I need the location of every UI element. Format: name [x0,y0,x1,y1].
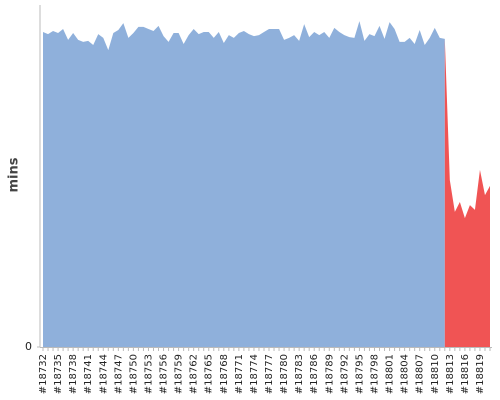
x-tick-label: #18756 [159,354,170,394]
x-tick-label: #18804 [400,354,411,394]
x-tick-label: #18789 [324,354,335,394]
x-tick-label: #18759 [174,354,185,394]
x-tick-label: #18819 [475,354,486,394]
y-axis-label: mins [7,157,22,192]
x-tick-label: #18792 [339,354,350,394]
x-tick-label: #18747 [113,354,124,394]
x-tick-label: #18750 [128,354,139,394]
x-tick-label: #18810 [430,354,441,394]
area [43,21,445,347]
y-tick-label: 0 [25,340,32,353]
x-tick-label: #18765 [204,354,215,394]
x-tick-label: #18735 [53,354,64,394]
x-tick-label: #18801 [385,354,396,394]
area [444,38,490,347]
x-tick-label: #18795 [354,354,365,394]
x-tick-label: #18732 [38,354,49,394]
x-tick-label: #18813 [445,354,456,394]
x-tick-label: #18816 [460,354,471,394]
x-tick-label: #18777 [264,354,275,394]
x-tick-label: #18744 [98,354,109,394]
x-tick-label: #18774 [249,354,260,394]
x-tick-label: #18753 [143,354,154,394]
x-tick-label: #18798 [369,354,380,394]
x-tick-label: #18768 [219,354,230,394]
x-tick-label: #18741 [83,354,94,394]
x-tick-label: #18783 [294,354,305,394]
x-tick-label: #18762 [189,354,200,394]
x-tick-label: #18771 [234,354,245,394]
x-tick-label: #18807 [415,354,426,394]
x-tick-label: #18786 [309,354,320,394]
x-tick-label: #18780 [279,354,290,394]
x-tick-label: #18738 [68,354,79,394]
